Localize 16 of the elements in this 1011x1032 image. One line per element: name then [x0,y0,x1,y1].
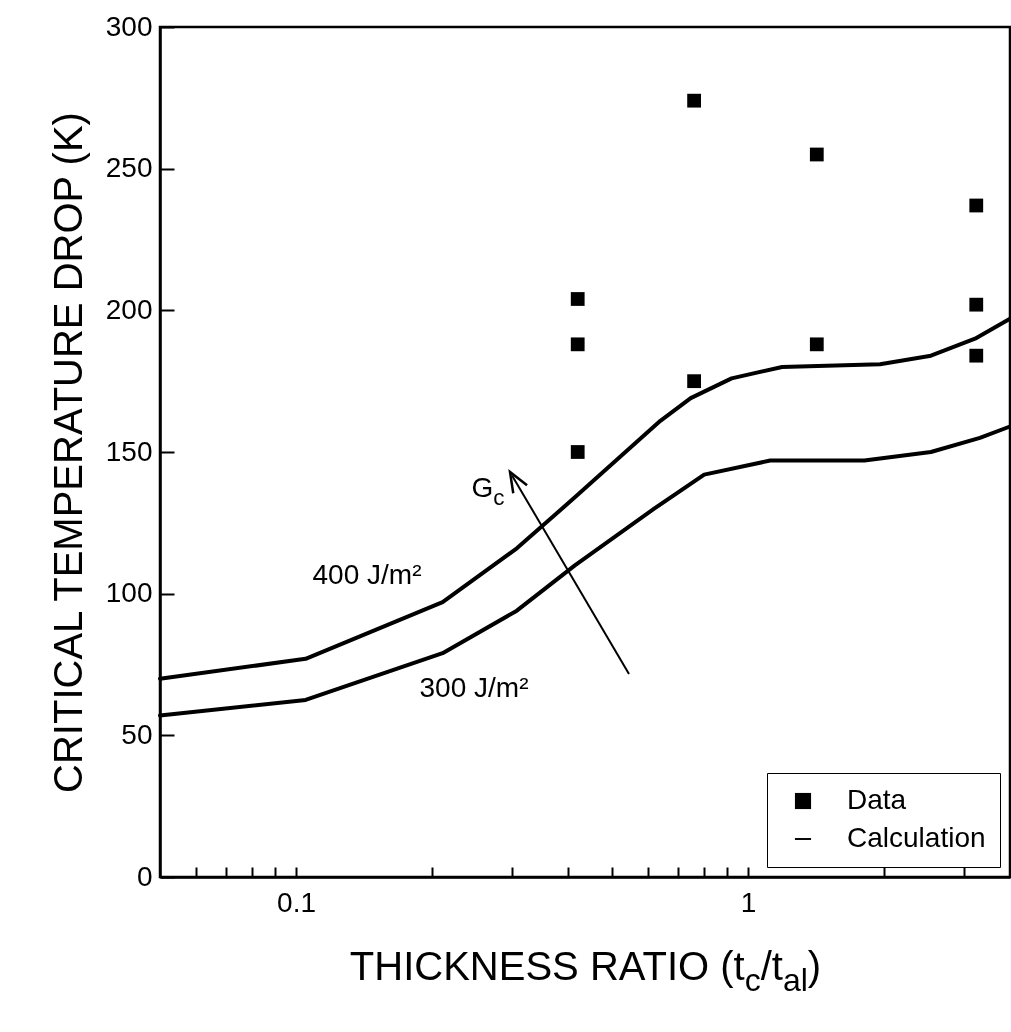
y-tick-label: 200 [105,293,153,325]
y-tick-label: 300 [105,10,153,42]
y-tick-label: 150 [105,435,153,467]
x-tick-label: 0.1 [277,886,317,918]
y-tick-label: 250 [105,152,153,184]
y-axis-title: CRITICAL TEMPERATURE DROP (K) [45,112,90,793]
legend-label: Data [847,784,907,815]
y-tick-label: 100 [105,577,153,609]
annotation: 400 J/m² [312,559,422,590]
annotation: 300 J/m² [419,672,529,703]
y-tick-label: 0 [136,860,153,892]
y-tick-label: 50 [121,718,153,750]
legend-label: Calculation [847,822,986,853]
annotation: G$_{c}$ [471,472,505,510]
x-axis-title: THICKNESS RATIO (t$_{c}$/t$_{al}$) [349,943,822,998]
x-tick-label: 1 [740,886,757,918]
